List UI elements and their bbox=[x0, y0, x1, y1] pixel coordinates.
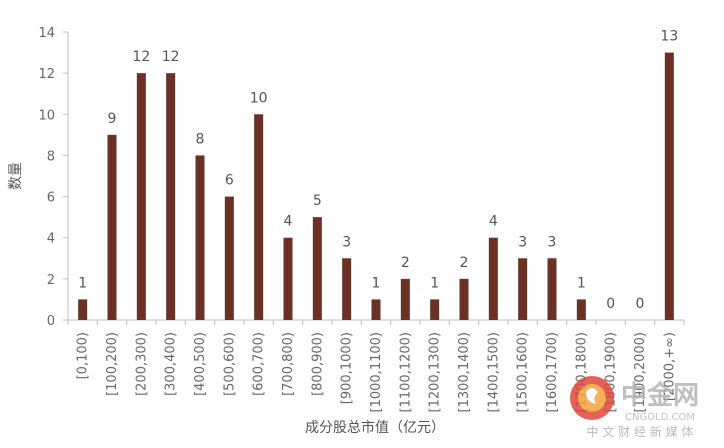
watermark: 中金网 CNGOLD.COM 中 文 财 经 新 媒 体 bbox=[570, 376, 699, 439]
x-tick-label: [900,1000) bbox=[340, 332, 355, 404]
y-tick-label: 4 bbox=[47, 232, 55, 247]
y-tick-labels: 0 2 4 6 8 10 12 14 bbox=[38, 26, 55, 329]
data-label: 2 bbox=[460, 255, 469, 271]
bar bbox=[576, 299, 586, 320]
cngold-logo-icon bbox=[570, 376, 614, 420]
data-label: 1 bbox=[430, 275, 439, 291]
bar bbox=[136, 73, 146, 321]
bar bbox=[342, 258, 352, 320]
y-tick-label: 0 bbox=[47, 314, 55, 329]
data-label: 3 bbox=[342, 234, 351, 250]
bar bbox=[195, 155, 205, 320]
watermark-brand: 中金网 bbox=[621, 380, 699, 411]
x-tick-label: [400,500) bbox=[193, 332, 208, 396]
data-label: 13 bbox=[660, 29, 678, 45]
y-tick-label: 8 bbox=[47, 149, 55, 164]
x-tick-label: [200,300) bbox=[134, 332, 149, 396]
data-label: 6 bbox=[225, 173, 234, 189]
x-tick-label: [1500,1600) bbox=[516, 332, 531, 412]
data-label: 1 bbox=[78, 275, 87, 291]
bar bbox=[224, 196, 234, 320]
bar bbox=[283, 237, 293, 320]
bar bbox=[488, 237, 498, 320]
bar bbox=[371, 299, 381, 320]
data-label: 1 bbox=[577, 275, 586, 291]
bar bbox=[664, 52, 674, 320]
bar bbox=[430, 299, 440, 320]
bar bbox=[166, 73, 176, 321]
data-label: 2 bbox=[401, 255, 410, 271]
x-tick-labels: [0,100) [100,200) [200,300) [300,400) [400,5… bbox=[76, 332, 678, 412]
x-tick-label: [700,800) bbox=[281, 332, 296, 396]
bar-series bbox=[78, 52, 674, 321]
data-label: 1 bbox=[372, 275, 381, 291]
data-label: 0 bbox=[636, 296, 645, 312]
x-tick-label: [1100,1200) bbox=[398, 332, 413, 412]
data-label: 0 bbox=[606, 296, 615, 312]
x-tick-label: [1300,1400) bbox=[457, 332, 472, 412]
bar bbox=[107, 134, 117, 320]
x-tick-label: [1000,1100) bbox=[369, 332, 384, 412]
x-tick-label: [500,600) bbox=[222, 332, 237, 396]
data-label: 12 bbox=[132, 49, 150, 65]
bar bbox=[459, 278, 469, 320]
y-tick-label: 12 bbox=[38, 67, 55, 82]
x-tick-label: [600,700) bbox=[252, 332, 267, 396]
y-axis bbox=[63, 31, 69, 321]
x-axis-title: 成分股总市值（亿元） bbox=[305, 419, 445, 436]
data-label: 4 bbox=[284, 214, 293, 230]
data-label: 5 bbox=[313, 193, 322, 209]
data-label: 3 bbox=[518, 234, 527, 250]
data-label: 12 bbox=[162, 49, 180, 65]
bar bbox=[312, 217, 322, 320]
watermark-tagline: 中 文 财 经 新 媒 体 bbox=[587, 424, 694, 439]
bar bbox=[254, 114, 264, 321]
y-axis-title: 数量 bbox=[8, 162, 24, 190]
x-tick-label: [2000,+∞) bbox=[662, 332, 677, 401]
bar bbox=[547, 258, 557, 320]
data-label: 4 bbox=[489, 214, 498, 230]
y-tick-label: 6 bbox=[47, 191, 55, 206]
bar bbox=[78, 299, 88, 320]
y-tick-label: 14 bbox=[38, 26, 55, 41]
data-label: 8 bbox=[196, 131, 205, 147]
watermark-domain: CNGOLD.COM bbox=[625, 412, 695, 423]
x-tick-label: [0,100) bbox=[76, 332, 91, 379]
x-tick-label: [1900,2000) bbox=[633, 332, 648, 412]
data-label: 10 bbox=[250, 90, 268, 106]
x-tick-label: [800,900) bbox=[310, 332, 325, 396]
y-tick-label: 10 bbox=[38, 108, 55, 123]
x-tick-label: [1200,1300) bbox=[428, 332, 443, 412]
bar bbox=[400, 278, 410, 320]
x-tick-label: [1400,1500) bbox=[486, 332, 501, 412]
y-tick-label: 2 bbox=[47, 273, 55, 288]
x-tick-label: [1600,1700) bbox=[545, 332, 560, 412]
x-tick-label: [100,200) bbox=[105, 332, 120, 396]
x-tick-label: [300,400) bbox=[164, 332, 179, 396]
data-label: 9 bbox=[108, 111, 117, 127]
x-axis bbox=[67, 319, 685, 325]
bar bbox=[518, 258, 528, 320]
data-label: 3 bbox=[548, 234, 557, 250]
